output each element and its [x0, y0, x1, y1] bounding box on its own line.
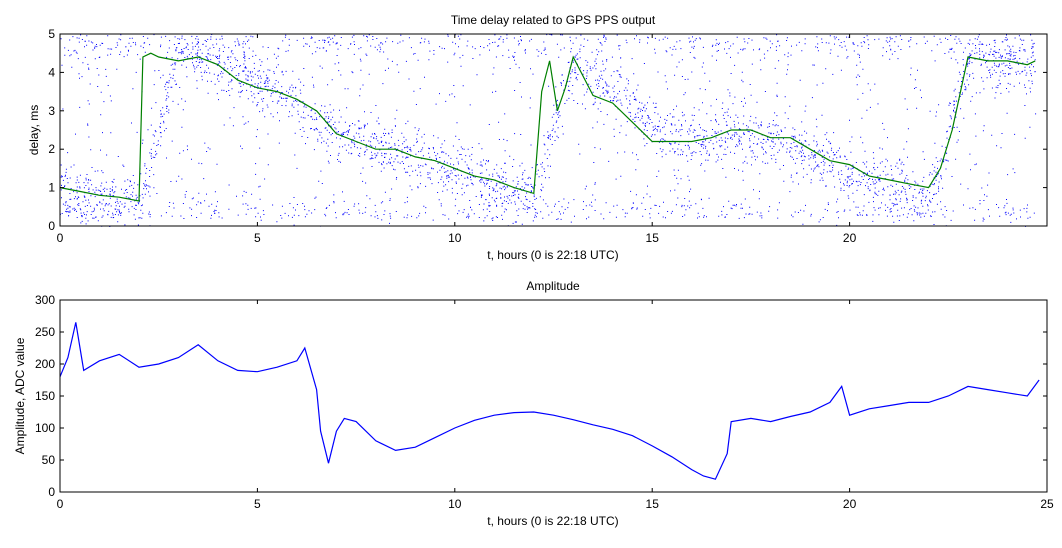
amplitude-y-tick-label: 50 [42, 453, 56, 467]
delay-plot: Time delay related to GPS PPS output 0 5 1… [27, 13, 1048, 262]
delay-plot-border [59, 33, 1048, 227]
delay-y-tick-label: 0 [48, 219, 55, 233]
delay-y-tick-label: 4 [48, 65, 55, 79]
amplitude-plot: Amplitude 0 5 10 15 20 25 050100150200250300 … [13, 279, 1054, 528]
amplitude-x-tick-label: 15 [646, 497, 660, 511]
delay-x-tick-label: 20 [843, 231, 857, 245]
delay-y-tick-label: 1 [48, 181, 55, 195]
delay-green-series [59, 52, 1036, 202]
amplitude-x-tick-label: 25 [1040, 497, 1054, 511]
delay-y-tick-label: 2 [48, 142, 55, 156]
amplitude-x-tick-label: 5 [254, 497, 261, 511]
amplitude-plot-title: Amplitude [526, 279, 580, 293]
amplitude-y-label: Amplitude, ADC value [13, 337, 27, 454]
amplitude-x-tick-label: 20 [843, 497, 857, 511]
delay-green-line [59, 52, 1036, 202]
amplitude-x-label: t, hours (0 is 22:18 UTC) [487, 514, 618, 528]
delay-x-tick-label: 15 [646, 231, 660, 245]
amplitude-y-tick-label: 300 [35, 293, 55, 307]
delay-y-ticks: 0 1 2 3 4 5 [48, 27, 1047, 233]
delay-y-tick-label: 3 [48, 104, 55, 118]
delay-x-tick-label: 10 [448, 231, 462, 245]
amplitude-series [59, 322, 1040, 480]
amplitude-y-tick-label: 100 [35, 421, 55, 435]
delay-plot-axes [59, 33, 1048, 227]
delay-x-tick-label: 5 [254, 231, 261, 245]
delay-x-tick-label: 0 [57, 231, 64, 245]
amplitude-y-ticks: 0 50 100 150 200 250 300 [35, 293, 1047, 499]
delay-y-tick-label: 5 [48, 27, 55, 41]
amplitude-y-tick-label: 200 [35, 357, 55, 371]
amplitude-x-ticks: 0 5 10 15 20 25 [57, 300, 1054, 511]
amplitude-y-tick-label: 150 [35, 389, 55, 403]
amplitude-y-tick-label: 0 [48, 485, 55, 499]
delay-x-label: t, hours (0 is 22:18 UTC) [487, 248, 618, 262]
delay-x-ticks: 0 5 10 15 20 [57, 34, 857, 245]
delay-plot-title: Time delay related to GPS PPS output [451, 13, 656, 27]
amplitude-y-tick-label: 250 [35, 325, 55, 339]
amplitude-line [59, 322, 1040, 480]
delay-y-label: delay, ms [27, 105, 41, 155]
amplitude-x-tick-label: 10 [448, 497, 462, 511]
amplitude-plot-axes [59, 299, 1048, 493]
amplitude-x-tick-label: 0 [57, 497, 64, 511]
